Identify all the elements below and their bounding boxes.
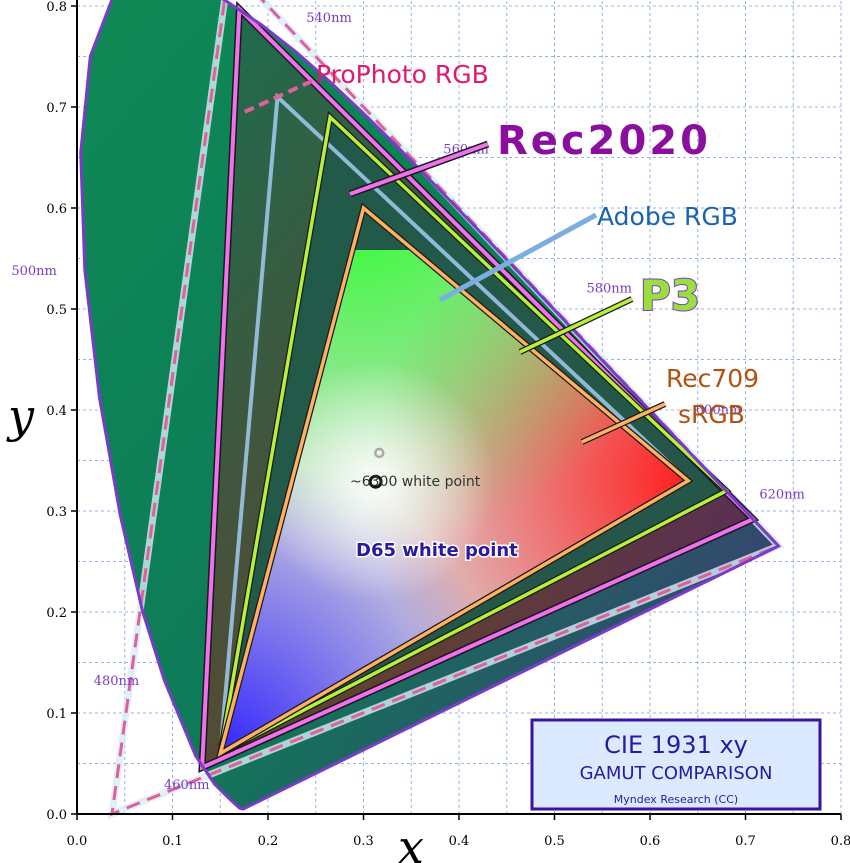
p3-label: P3 <box>640 271 700 320</box>
x-tick-label: 0.5 <box>544 834 565 849</box>
srgb-outline <box>217 204 692 758</box>
rec2020-leader <box>349 142 489 196</box>
y-tick-label: 0.8 <box>46 0 67 15</box>
prophoto-label: ProPhoto RGB <box>316 60 489 89</box>
y-axis-label: y <box>6 389 35 443</box>
axes: 0.0 0.1 0.2 0.3 0.4 0.5 0.6 0.7 0.8 0.0 0.1 0.2 0.3 0… <box>46 0 850 849</box>
x-tick-label: 0.4 <box>449 834 470 849</box>
wavelength-label: 460nm <box>164 778 210 793</box>
p3-outline <box>217 113 730 757</box>
y-tick-label: 0.6 <box>46 202 67 217</box>
wp6300-marker <box>374 447 385 459</box>
rec709-label: Rec709 <box>666 364 759 393</box>
x-tick-label: 0.8 <box>831 834 850 849</box>
chart-title: CIE 1931 xy <box>604 731 748 759</box>
wp6300-label: ~6300 white point <box>350 474 481 490</box>
y-tick-label: 0.1 <box>46 707 67 722</box>
y-tick-label: 0.5 <box>46 303 67 318</box>
y-tick-label: 0.2 <box>46 606 67 621</box>
x-tick-label: 0.2 <box>258 834 279 849</box>
adobe-rgb-label: Adobe RGB <box>597 202 738 231</box>
white-points <box>368 447 385 489</box>
x-tick-label: 0.1 <box>162 834 183 849</box>
y-tick-label: 0.3 <box>46 505 67 520</box>
p3-leader <box>519 297 633 354</box>
rec2020-outline <box>199 4 757 771</box>
callout-leaders <box>239 79 667 445</box>
x-axis-label: x <box>398 820 424 863</box>
chart-subtitle: GAMUT COMPARISON <box>580 763 773 784</box>
wavelength-label: 600nm <box>696 403 742 418</box>
wavelength-label: 500nm <box>11 264 57 279</box>
x-tick-label: 0.0 <box>67 834 88 849</box>
wavelength-label: 580nm <box>586 282 632 297</box>
d65-label: D65 white point <box>356 540 518 561</box>
wavelength-label: 620nm <box>759 488 805 503</box>
title-box: CIE 1931 xy GAMUT COMPARISON Myndex Rese… <box>530 718 822 811</box>
srgb-label: sRGB <box>678 400 745 429</box>
y-tick-label: 0.7 <box>46 101 67 116</box>
adobe-leader <box>438 212 598 303</box>
chart-credit: Myndex Research (CC) <box>614 793 738 806</box>
gamut-triangles <box>79 0 785 820</box>
srgb-leader <box>581 402 666 444</box>
x-tick-label: 0.3 <box>353 834 374 849</box>
x-tick-label: 0.7 <box>735 834 756 849</box>
rec2020-label: Rec2020 <box>497 118 711 164</box>
wavelength-label: 540nm <box>306 11 352 26</box>
y-tick-label: 0.4 <box>46 404 67 419</box>
locus-outline <box>79 0 782 811</box>
x-tick-label: 0.6 <box>640 834 661 849</box>
prophoto-leader <box>239 79 313 116</box>
y-tick-label: 0.0 <box>46 808 67 823</box>
d65-marker <box>368 474 383 489</box>
wavelength-label: 480nm <box>94 674 140 689</box>
